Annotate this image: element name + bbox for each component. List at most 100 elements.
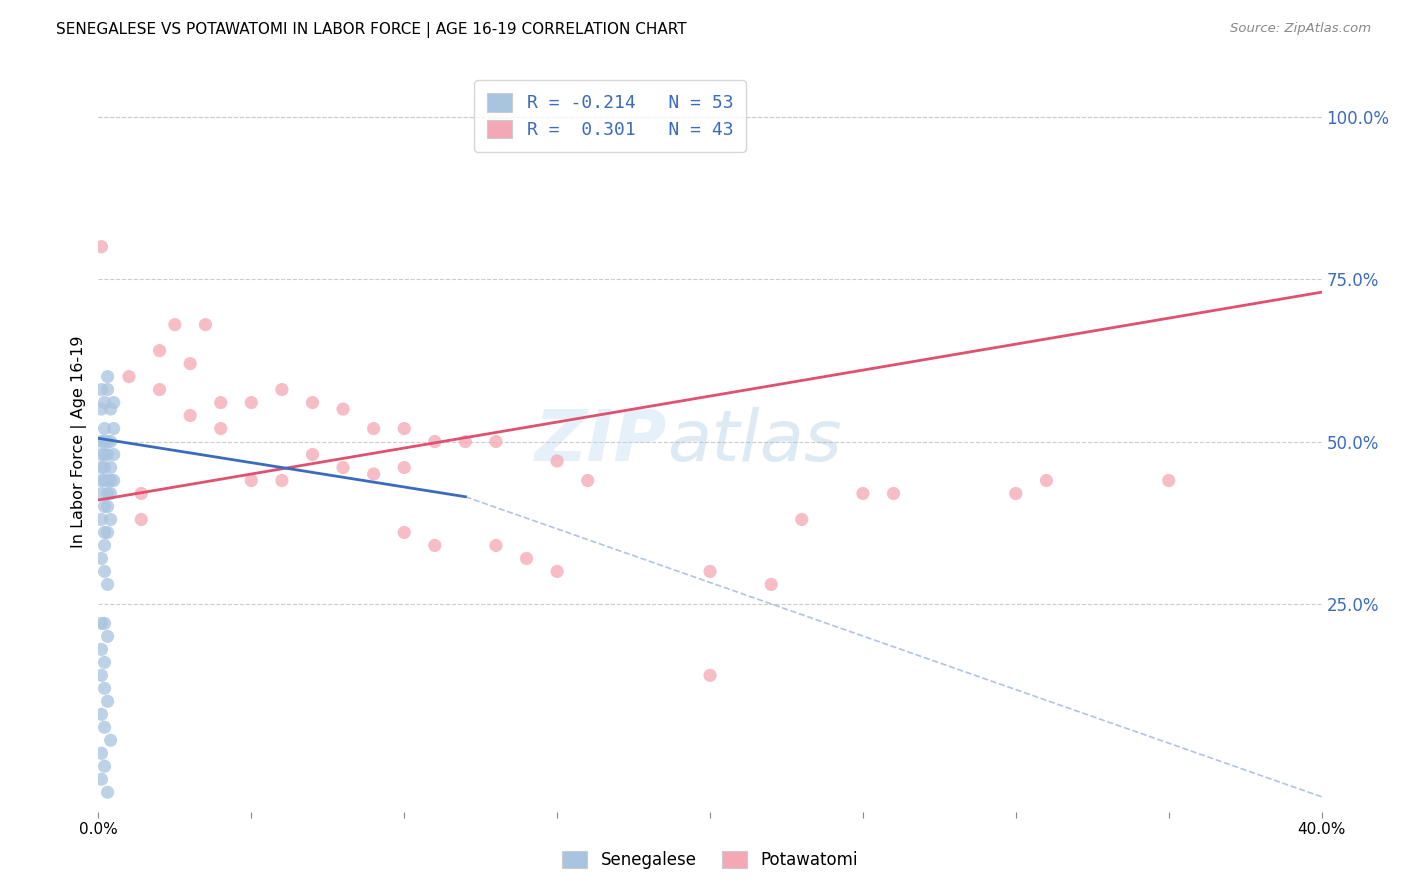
Point [93, 656, 115, 670]
Point [1157, 474, 1180, 488]
Point [240, 395, 263, 409]
Point [118, 369, 141, 384]
Point [93, 681, 115, 696]
Text: SENEGALESE VS POTAWATOMI IN LABOR FORCE | AGE 16-19 CORRELATION CHART: SENEGALESE VS POTAWATOMI IN LABOR FORCE … [56, 22, 688, 38]
Point [90, 551, 112, 566]
Point [149, 343, 172, 358]
Point [90, 772, 112, 787]
Point [100, 486, 122, 500]
Point [97, 448, 120, 462]
Point [759, 577, 782, 591]
Point [97, 577, 120, 591]
Y-axis label: In Labor Force | Age 16-19: In Labor Force | Age 16-19 [72, 335, 87, 548]
Point [93, 538, 115, 552]
Point [209, 421, 232, 435]
Point [97, 694, 120, 708]
Point [270, 474, 292, 488]
Point [90, 616, 112, 631]
Point [270, 383, 292, 397]
Point [516, 551, 538, 566]
Point [103, 395, 125, 409]
Point [100, 512, 122, 526]
Point [129, 486, 152, 500]
Point [301, 448, 323, 462]
Point [392, 525, 416, 540]
Point [240, 474, 263, 488]
Point [93, 434, 115, 449]
Point [699, 668, 721, 682]
Point [485, 538, 508, 552]
Point [100, 434, 122, 449]
Point [209, 395, 232, 409]
Point [93, 474, 115, 488]
Point [97, 500, 120, 514]
Point [100, 733, 122, 747]
Text: Source: ZipAtlas.com: Source: ZipAtlas.com [1230, 22, 1371, 36]
Point [163, 318, 186, 332]
Point [97, 369, 120, 384]
Point [179, 357, 201, 371]
Point [93, 720, 115, 734]
Point [90, 448, 112, 462]
Point [129, 512, 152, 526]
Point [1035, 474, 1057, 488]
Point [97, 434, 120, 449]
Text: ZIP: ZIP [534, 407, 668, 476]
Text: atlas: atlas [668, 407, 842, 476]
Point [852, 486, 875, 500]
Point [90, 642, 112, 657]
Point [103, 421, 125, 435]
Point [93, 616, 115, 631]
Point [100, 460, 122, 475]
Point [149, 383, 172, 397]
Point [90, 402, 112, 417]
Point [790, 512, 813, 526]
Point [1004, 486, 1026, 500]
Point [194, 318, 217, 332]
Point [392, 421, 416, 435]
Point [90, 707, 112, 722]
Point [93, 448, 115, 462]
Point [90, 383, 112, 397]
Point [90, 240, 112, 254]
Point [97, 486, 120, 500]
Point [90, 486, 112, 500]
Point [103, 474, 125, 488]
Point [423, 434, 446, 449]
Point [93, 421, 115, 435]
Point [423, 538, 446, 552]
Point [93, 565, 115, 579]
Point [97, 474, 120, 488]
Point [179, 409, 201, 423]
Point [97, 785, 120, 799]
Point [90, 512, 112, 526]
Point [93, 460, 115, 475]
Point [97, 629, 120, 643]
Point [546, 565, 568, 579]
Point [454, 434, 477, 449]
Point [97, 525, 120, 540]
Point [90, 460, 112, 475]
Point [100, 474, 122, 488]
Point [363, 467, 385, 481]
Point [332, 402, 354, 417]
Point [90, 434, 112, 449]
Point [100, 402, 122, 417]
Point [883, 486, 905, 500]
Point [103, 448, 125, 462]
Point [93, 759, 115, 773]
Point [93, 525, 115, 540]
Point [485, 434, 508, 449]
Point [97, 383, 120, 397]
Point [332, 460, 354, 475]
Point [90, 746, 112, 760]
Point [576, 474, 599, 488]
Point [301, 395, 323, 409]
Point [546, 454, 568, 468]
Legend: Senegalese, Potawatomi: Senegalese, Potawatomi [554, 843, 866, 878]
Point [90, 474, 112, 488]
Point [699, 565, 721, 579]
Point [392, 460, 416, 475]
Point [93, 500, 115, 514]
Point [363, 421, 385, 435]
